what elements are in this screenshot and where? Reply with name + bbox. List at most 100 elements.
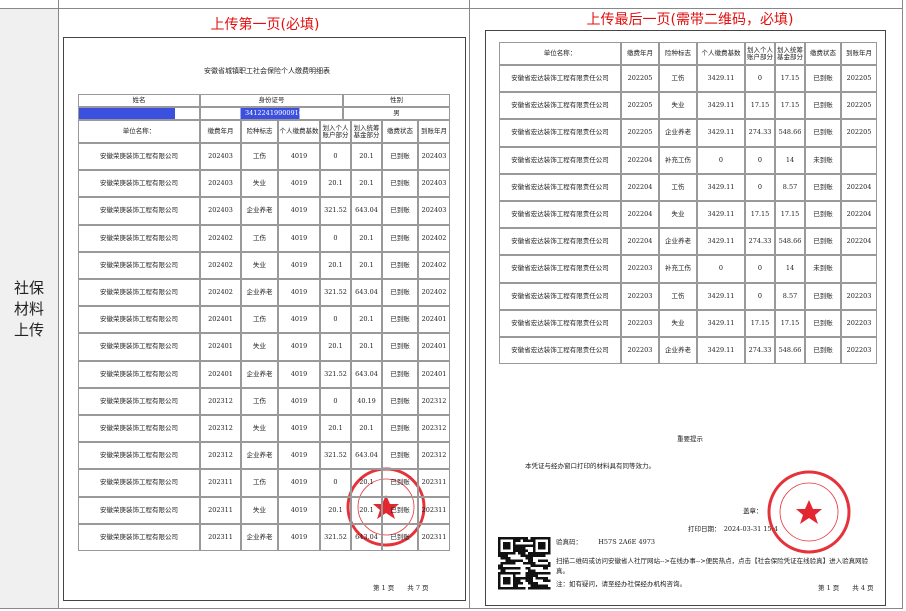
- table-cell: 企业养老: [241, 442, 278, 470]
- qr-module: [500, 562, 503, 565]
- table-cell: 安徽荣庚装饰工程有限公司: [78, 306, 200, 334]
- qr-module: [538, 587, 541, 590]
- table-cell: 到账年月: [841, 42, 877, 65]
- qr-module: [530, 559, 533, 562]
- qr-module: [508, 579, 511, 582]
- qr-module: [543, 577, 546, 580]
- qr-module: [538, 572, 541, 575]
- qr-module: [515, 577, 518, 580]
- table-cell: 工伤: [241, 143, 278, 171]
- table-cell: 3429.11: [697, 201, 745, 229]
- qr-module: [498, 552, 501, 555]
- table-cell: 安徽荣庚装饰工程有限公司: [78, 387, 200, 415]
- qr-module: [500, 552, 503, 555]
- qr-module: [500, 569, 503, 572]
- qr-module: [525, 544, 528, 547]
- verify-text: 扫描二维码或访问安徽省人社厅网站-->在线办事-->便民热点，点击【社会保险凭证…: [556, 557, 869, 575]
- table-cell: 缴费年月: [200, 120, 241, 143]
- table-cell: 失业: [241, 415, 278, 443]
- table-cell: 17.15: [745, 92, 775, 120]
- table-cell: 548.66: [775, 119, 805, 147]
- table-cell: 8.57: [775, 173, 805, 201]
- table-cell: 20.1: [351, 143, 382, 171]
- table-cell: 20.1: [320, 170, 351, 198]
- qr-module: [525, 557, 528, 560]
- table-cell: 安徽省宏达装饰工程有限责任公司: [499, 201, 621, 229]
- table-cell: 4019: [278, 143, 320, 171]
- table-cell: [841, 146, 877, 174]
- qr-module: [523, 577, 526, 580]
- qr-module: [513, 537, 516, 540]
- notice-title: 重要提示: [677, 435, 703, 443]
- qr-module: [548, 564, 551, 567]
- qr-module: [543, 554, 546, 557]
- qr-module: [505, 547, 508, 550]
- table-cell: 已到账: [382, 387, 418, 415]
- table-cell: 已到账: [382, 306, 418, 334]
- table-cell: 安徽荣庚装饰工程有限公司: [78, 333, 200, 361]
- table-cell: 202205: [841, 119, 877, 147]
- table-cell: 安徽省宏达装饰工程有限责任公司: [499, 228, 621, 256]
- table-cell: 安徽荣庚装饰工程有限公司: [78, 224, 200, 252]
- qr-module: [510, 572, 513, 575]
- qr-module: [533, 539, 536, 542]
- table-cell: 3429.11: [697, 173, 745, 201]
- qr-module: [508, 559, 511, 562]
- table-cell: 202402: [200, 279, 241, 307]
- table-cell: 安徽荣庚装饰工程有限公司: [78, 197, 200, 225]
- table-cell: 202401: [200, 306, 241, 334]
- qr-module: [505, 572, 508, 575]
- qr-module: [538, 547, 541, 550]
- qr-module: [543, 572, 546, 575]
- table-cell: 0: [697, 146, 745, 174]
- qr-module: [528, 577, 531, 580]
- table-cell: 个人缴费基数: [697, 42, 745, 65]
- qr-module: [498, 587, 501, 590]
- qr-module: [548, 537, 551, 540]
- table-cell: 失业: [241, 251, 278, 279]
- table-cell: 321.52: [320, 279, 351, 307]
- qr-module: [528, 552, 531, 555]
- table-cell: 工伤: [241, 224, 278, 252]
- qr-module: [513, 552, 516, 555]
- qr-module: [518, 577, 521, 580]
- qr-module: [545, 559, 548, 562]
- table-cell: 321.52: [320, 442, 351, 470]
- qr-module: [530, 569, 533, 572]
- qr-module: [548, 572, 551, 575]
- table-cell: 202203: [621, 337, 659, 365]
- table-cell: 0: [320, 387, 351, 415]
- qr-module: [545, 579, 548, 582]
- qr-module: [523, 537, 526, 540]
- table-cell: 0: [320, 469, 351, 497]
- qr-module: [515, 582, 518, 585]
- table-cell: 274.33: [745, 119, 775, 147]
- table-cell: 4019: [278, 224, 320, 252]
- qr-module: [503, 582, 506, 585]
- table-cell: 20.1: [320, 496, 351, 524]
- table-cell: 202204: [841, 201, 877, 229]
- qr-module: [525, 579, 528, 582]
- table-cell: 202402: [200, 224, 241, 252]
- qr-module: [513, 547, 516, 550]
- qr-module: [508, 542, 511, 545]
- qr-module: [515, 587, 518, 590]
- table-cell: 单位名称：: [499, 42, 621, 65]
- qr-module: [533, 572, 536, 575]
- table-cell: 643.04: [351, 442, 382, 470]
- table-cell: 20.1: [320, 333, 351, 361]
- table-cell: 已到账: [805, 337, 841, 365]
- table-cell: 划入统筹基金部分: [351, 120, 382, 143]
- qr-module: [543, 552, 546, 555]
- table-cell: 失业: [659, 201, 697, 229]
- table-cell: 20.1: [320, 251, 351, 279]
- qr-module: [528, 557, 531, 560]
- table-cell: 工伤: [659, 65, 697, 93]
- table-cell: 321.52: [320, 360, 351, 388]
- qr-module: [505, 579, 508, 582]
- table-cell: 缴费状态: [805, 42, 841, 65]
- qr-module: [518, 539, 521, 542]
- qr-module: [545, 577, 548, 580]
- qr-module: [520, 577, 523, 580]
- table-cell: 划入统筹基金部分: [775, 42, 805, 65]
